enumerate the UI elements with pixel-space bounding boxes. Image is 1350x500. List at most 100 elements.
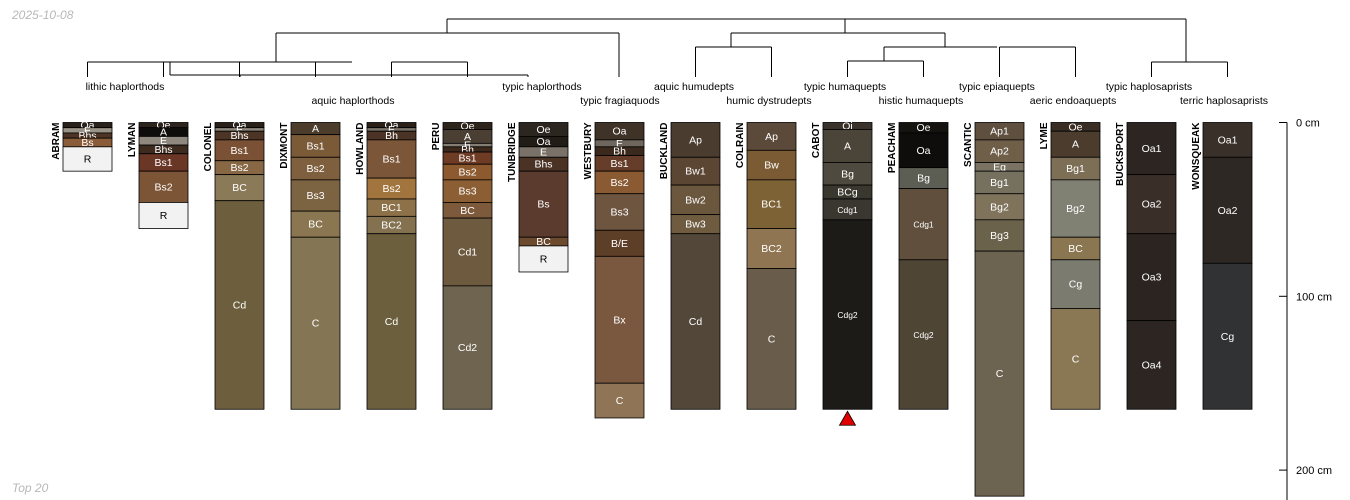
horizon-label: Bg2 [990,201,1009,213]
horizon-label: Cdg2 [837,310,858,320]
depth-tick-label: 0 cm [1296,118,1320,130]
footer-label: Top 20 [12,481,49,495]
profile-name: WESTBURY [583,122,594,179]
taxon-label: aquic humudepts [654,81,734,93]
horizon-label: Bs2 [382,183,400,195]
horizon-label: BC2 [761,243,782,255]
horizon-label: BC1 [761,199,782,211]
horizon-abram-5 [62,146,113,172]
horizon-label: Bh [613,146,626,158]
horizon-scantic-5 [974,193,1025,221]
horizon-colonel-6 [214,174,265,202]
taxon-label: humic dystrudepts [726,95,811,107]
taxon-label: terric haplosaprists [1180,95,1268,107]
horizon-bucksport-3 [1126,233,1177,322]
horizon-label: Bs2 [230,162,248,174]
horizon-label: E [464,140,471,152]
profile-name: PEACHAM [887,123,898,174]
horizon-label: E [236,124,243,136]
horizon-label: Oa2 [1142,199,1162,211]
horizon-cabot-2 [822,129,873,163]
horizon-peru-10 [442,285,493,410]
horizon-label: A [844,140,851,152]
horizon-label: Cdg1 [837,205,858,215]
horizon-label: Ap [765,131,778,143]
horizon-label: Bs1 [382,153,400,165]
horizon-label: E [540,147,547,159]
depth-tick-label: 200 cm [1296,465,1332,477]
horizon-label: Bw2 [685,194,706,206]
horizon-label: Cdg2 [913,330,934,340]
taxon-label: aeric endoaquepts [1030,95,1116,107]
horizon-buckland-5 [670,233,721,410]
depth-axis: 0 cm 100 cm 200 cm [1279,118,1332,500]
horizon-dixmont-4 [290,179,341,212]
taxon-label: typic humaquepts [804,81,886,93]
taxon-label: aquic haplorthods [312,95,395,107]
taxon-label: histic humaquepts [879,95,964,107]
horizon-lyman-6 [138,170,189,203]
horizon-westbury-8 [594,255,645,384]
profile-name: WONSQUEAK [1191,122,1202,190]
horizon-label: Eg [993,161,1006,173]
horizon-label: Bg1 [1066,163,1085,175]
horizon-label: Bw3 [685,219,706,231]
horizon-buckland-1 [670,122,721,158]
profile-name: BUCKSPORT [1115,123,1126,186]
taxon-label: typic haplosaprists [1106,81,1192,93]
horizon-label: Bs [537,199,549,211]
horizon-label: Bh [385,130,398,142]
profile-name: LYME [1039,122,1050,149]
horizon-label: BC [308,219,323,231]
horizon-label: B/E [611,238,628,250]
taxon-label: typic fragiaquods [580,95,659,107]
horizon-label: Bs1 [230,145,248,157]
profile-bucksport: Oa1 Oa2 Oa3 Oa4 BUCKSPORT [1115,122,1177,410]
profile-name: LYMAN [127,123,138,158]
horizon-howland-8 [366,233,417,410]
horizon-peacham-2 [898,132,949,169]
profile-dixmont: A Bs1 Bs2 Bs3 BC C DIXMONT [279,122,341,410]
horizon-label: Cd [689,316,703,328]
horizon-label: Bs1 [610,158,628,170]
horizon-label: C [996,368,1004,380]
horizon-label: Ap [689,134,702,146]
horizon-label: Cd [385,316,399,328]
horizon-label: Bs2 [458,167,476,179]
horizon-label: R [84,153,92,165]
horizon-buckland-2 [670,156,721,186]
horizon-howland-4 [366,139,417,179]
horizon-wonsqueak-3 [1202,262,1253,410]
profile-lyme: Oe A Bg1 Bg2 BC Cg C LYME [1039,121,1101,410]
horizon-label: Bg [917,173,930,185]
horizon-label: R [160,210,168,222]
horizon-label: Bhs [154,144,172,156]
horizon-label: Bs3 [610,207,628,219]
horizon-label: BC [536,236,551,248]
horizon-westbury-7 [594,229,645,257]
horizon-label: Bhs [230,130,248,142]
profile-cabot: Oi A Bg BCg Cdg1 Cdg2 CABOT [811,120,873,410]
profile-peacham: Oe Oa Bg Cdg1 Cdg2 PEACHAM [887,122,949,410]
horizon-label: BC [1068,243,1083,255]
horizon-label: A [312,123,319,135]
horizon-label: E [616,138,623,150]
horizon-label: Oe [1068,121,1082,133]
profile-name: DIXMONT [279,123,290,169]
horizon-label: Bg1 [990,177,1009,189]
horizon-label: A [160,127,167,139]
horizon-label: Bg [841,168,854,180]
horizon-label: Cg [1069,279,1083,291]
deep-marker-triangle [838,410,857,426]
horizon-wonsqueak-1 [1202,122,1253,158]
horizon-label: Bw1 [685,166,706,178]
profile-colrain: Ap Bw BC1 BC2 C COLRAIN [735,122,797,410]
horizon-label: Bw [764,160,779,172]
horizon-label: Oa4 [1142,359,1162,371]
horizon-label: Oe [536,124,550,136]
